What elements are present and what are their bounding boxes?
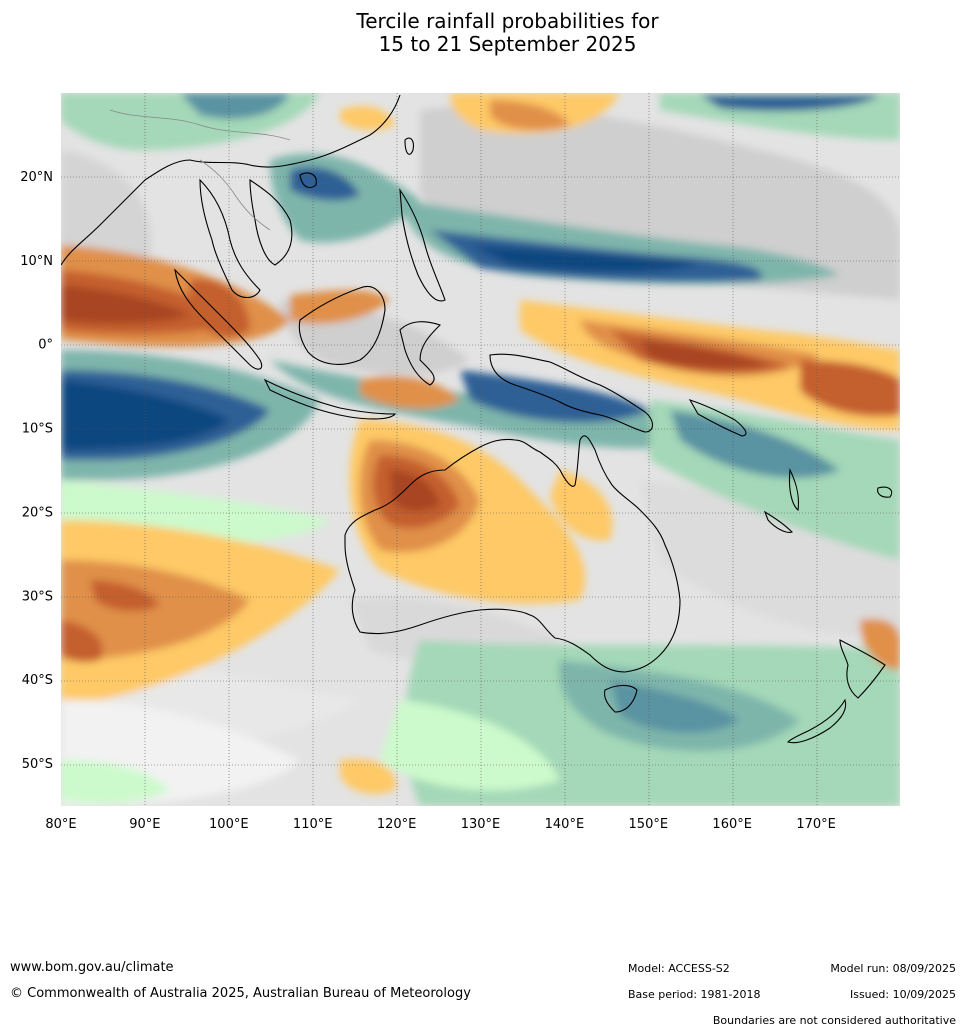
- base-period: Base period: 1981-2018: [628, 988, 761, 1001]
- hainan-coastline: [299, 172, 317, 189]
- lon-tick-label: 90°E: [129, 817, 160, 832]
- new-guinea-coastline: [489, 353, 654, 433]
- lat-tick-label: 20°S: [22, 505, 53, 520]
- probability-patches: [61, 93, 900, 806]
- title-line-2: 15 to 21 September 2025: [378, 32, 637, 56]
- coastlines: [61, 94, 893, 744]
- lon-tick-label: 160°E: [712, 817, 752, 832]
- website-link[interactable]: www.bom.gov.au/climate: [10, 960, 174, 975]
- boundaries-disclaimer: Boundaries are not considered authoritat…: [712, 1014, 956, 1027]
- vanuatu-coastline: [788, 468, 799, 512]
- map-title: Tercile rainfall probabilities for 15 to…: [0, 10, 965, 56]
- indochina-coastline: [199, 178, 293, 299]
- asia-coastline: [61, 94, 401, 266]
- latitude-labels: 20°N 10°N 0° 10°S 20°S 30°S 40°S 50°S: [20, 170, 53, 772]
- country-borders: [109, 109, 291, 231]
- new-zealand-south-coastline: [786, 698, 847, 744]
- lon-tick-label: 170°E: [796, 817, 836, 832]
- copyright-text: © Commonwealth of Australia 2025, Austra…: [10, 986, 471, 1001]
- fiji-coastline: [877, 486, 893, 498]
- taiwan-coastline: [404, 137, 414, 155]
- sumatra-coastline: [174, 268, 263, 370]
- model-run-date: Model run: 08/09/2025: [830, 962, 956, 975]
- rainfall-probability-map: 20°N 10°N 0° 10°S 20°S 30°S 40°S 50°S 80°E 90°E 1…: [20, 93, 900, 832]
- longitude-labels: 80°E 90°E 100°E 110°E 120°E 130°E 140°E 150°E 16…: [45, 817, 835, 832]
- issued-date: Issued: 10/09/2025: [849, 988, 956, 1001]
- lat-tick-label: 10°S: [22, 422, 53, 437]
- lat-tick-label: 50°S: [22, 757, 53, 772]
- model-name: Model: ACCESS-S2: [628, 962, 730, 975]
- graticule: [61, 93, 900, 806]
- philippines-coastline: [399, 187, 446, 302]
- lat-tick-label: 30°S: [22, 589, 53, 604]
- lon-tick-label: 120°E: [377, 817, 417, 832]
- solomon-islands-coastline: [688, 399, 747, 437]
- lon-tick-label: 80°E: [45, 817, 76, 832]
- lat-tick-label: 10°N: [20, 254, 53, 269]
- lat-tick-label: 40°S: [22, 673, 53, 688]
- java-coastline: [263, 378, 397, 420]
- lon-tick-label: 110°E: [293, 817, 333, 832]
- australia-coastline: [344, 435, 681, 673]
- lon-tick-label: 130°E: [461, 817, 501, 832]
- lon-tick-label: 140°E: [545, 817, 585, 832]
- lat-tick-label: 20°N: [20, 170, 53, 185]
- new-caledonia-coastline: [763, 510, 794, 533]
- lon-tick-label: 150°E: [629, 817, 669, 832]
- sulawesi-coastline: [399, 321, 442, 386]
- map-field: [61, 93, 900, 806]
- tasmania-coastline: [604, 684, 638, 713]
- title-line-1: Tercile rainfall probabilities for: [356, 9, 659, 33]
- lat-tick-label: 0°: [38, 338, 53, 353]
- borneo-coastline: [298, 286, 386, 365]
- new-zealand-north-coastline: [839, 639, 886, 699]
- lon-tick-label: 100°E: [209, 817, 249, 832]
